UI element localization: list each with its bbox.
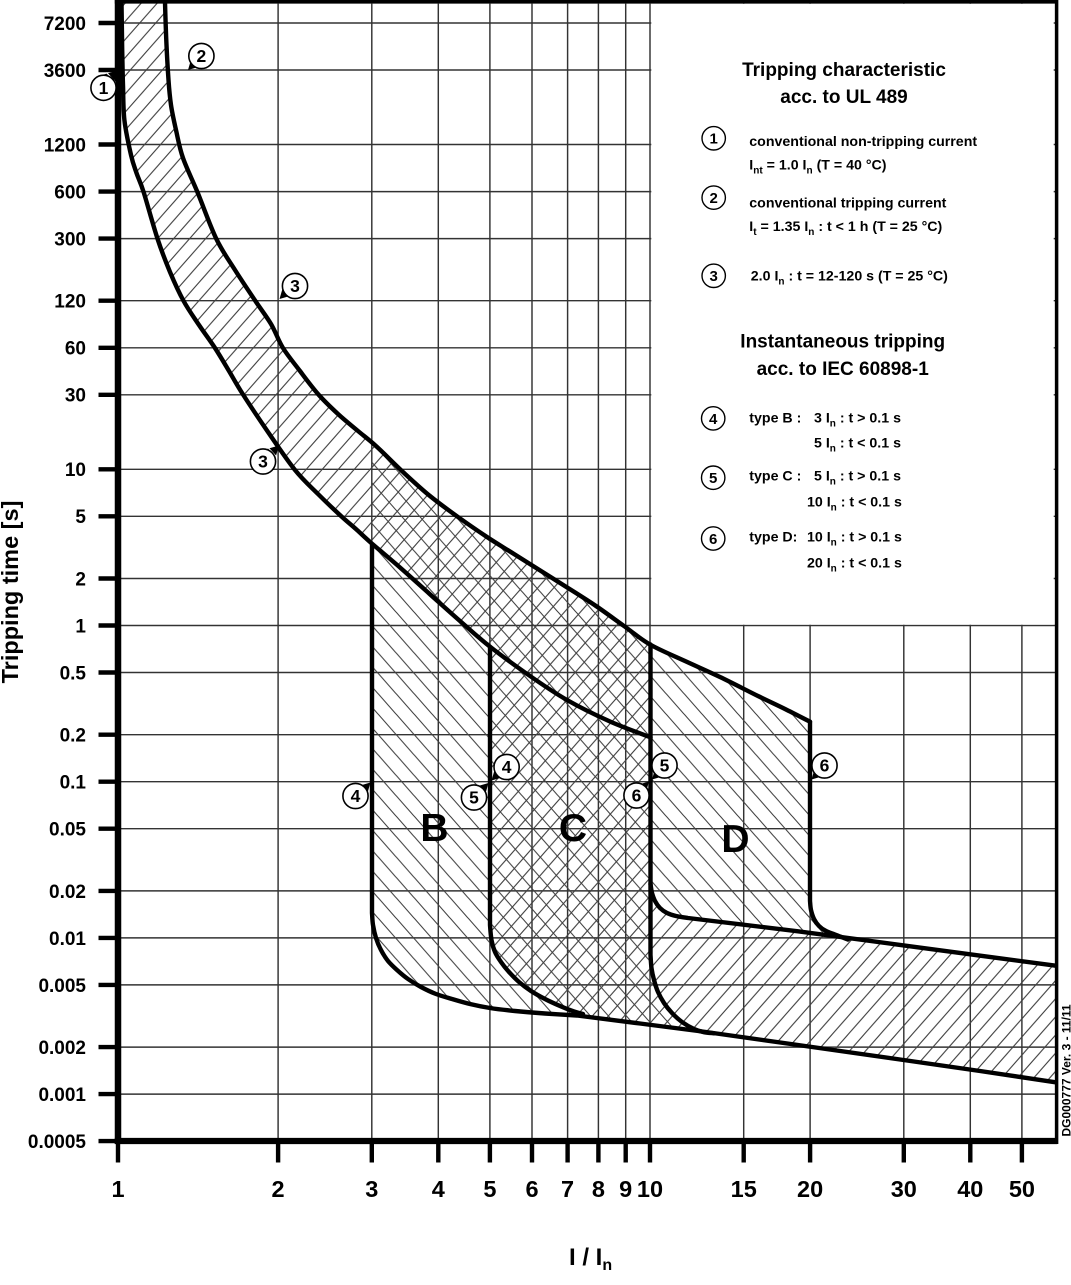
svg-text:Tripping time [s]: Tripping time [s] [0, 501, 23, 684]
svg-text:1200: 1200 [44, 135, 86, 156]
svg-text:3: 3 [290, 276, 300, 296]
svg-text:Tripping characteristic: Tripping characteristic [742, 60, 946, 81]
svg-text:1: 1 [75, 616, 86, 637]
svg-text:5: 5 [709, 470, 717, 487]
svg-text:120: 120 [54, 292, 86, 313]
svg-text:3600: 3600 [44, 61, 86, 82]
svg-text:acc. to UL 489: acc. to UL 489 [780, 87, 907, 108]
svg-text:30: 30 [65, 386, 86, 407]
svg-text:3: 3 [710, 268, 718, 285]
svg-text:5: 5 [660, 756, 670, 776]
svg-text:type D:: type D: [749, 529, 797, 545]
svg-text:0.1: 0.1 [60, 773, 87, 794]
svg-text:D: D [721, 818, 749, 861]
svg-text:300: 300 [54, 230, 86, 251]
svg-text:10: 10 [637, 1176, 663, 1202]
svg-text:0.02: 0.02 [49, 882, 86, 903]
svg-text:acc. to IEC 60898-1: acc. to IEC 60898-1 [757, 359, 930, 380]
svg-text:600: 600 [54, 183, 86, 204]
svg-text:Instantaneous tripping: Instantaneous tripping [740, 332, 945, 353]
svg-text:0.5: 0.5 [60, 663, 87, 684]
svg-text:5 In : t > 0.1 s: 5 In : t > 0.1 s [814, 469, 901, 488]
svg-text:8: 8 [592, 1176, 605, 1202]
svg-text:4: 4 [351, 786, 361, 806]
svg-text:5 In : t < 0.1 s: 5 In : t < 0.1 s [814, 435, 901, 454]
svg-text:15: 15 [731, 1176, 757, 1202]
svg-text:20: 20 [797, 1176, 823, 1202]
svg-text:30: 30 [891, 1176, 917, 1202]
svg-text:2: 2 [75, 569, 86, 590]
svg-text:0.05: 0.05 [49, 820, 86, 841]
svg-text:0.001: 0.001 [38, 1085, 86, 1106]
svg-text:6: 6 [525, 1176, 538, 1202]
svg-text:2: 2 [272, 1176, 285, 1202]
svg-text:10: 10 [65, 460, 86, 481]
svg-text:1: 1 [710, 131, 718, 148]
svg-text:2: 2 [710, 190, 718, 207]
svg-text:4: 4 [709, 411, 718, 428]
svg-text:7200: 7200 [44, 14, 86, 35]
svg-text:3: 3 [365, 1176, 378, 1202]
svg-text:5: 5 [483, 1176, 496, 1202]
svg-text:3: 3 [258, 452, 268, 472]
svg-text:0.0005: 0.0005 [28, 1132, 87, 1153]
svg-text:4: 4 [502, 757, 512, 777]
svg-text:0.2: 0.2 [60, 726, 86, 747]
svg-text:6: 6 [709, 531, 717, 548]
svg-text:0.002: 0.002 [38, 1038, 86, 1059]
svg-text:DG000777 Ver. 3 - 11/11: DG000777 Ver. 3 - 11/11 [1059, 1004, 1071, 1136]
svg-text:2.0 In : t = 12-120 s (T = 25: 2.0 In : t = 12-120 s (T = 25 °C) [751, 269, 948, 288]
svg-text:Int = 1.0 In (T = 40 °C): Int = 1.0 In (T = 40 °C) [749, 158, 886, 177]
svg-text:3 In : t > 0.1 s: 3 In : t > 0.1 s [814, 411, 901, 430]
svg-text:5: 5 [75, 507, 86, 528]
svg-text:1: 1 [99, 78, 109, 98]
svg-text:1: 1 [111, 1176, 124, 1202]
svg-text:C: C [559, 807, 587, 850]
svg-text:40: 40 [957, 1176, 983, 1202]
svg-text:0.01: 0.01 [49, 929, 86, 950]
svg-text:type C :: type C : [749, 469, 801, 485]
svg-text:4: 4 [432, 1176, 445, 1202]
svg-text:type B :: type B : [749, 411, 801, 427]
svg-text:conventional non-tripping curr: conventional non-tripping current [749, 134, 977, 150]
svg-text:60: 60 [65, 339, 86, 360]
svg-text:6: 6 [820, 756, 830, 776]
svg-text:9: 9 [619, 1176, 632, 1202]
svg-text:It = 1.35 In : t < 1 h (T =: It = 1.35 In : t < 1 h (T = 25 °C) [749, 219, 942, 238]
svg-text:6: 6 [632, 786, 642, 806]
svg-text:0.005: 0.005 [38, 976, 86, 997]
svg-text:50: 50 [1009, 1176, 1035, 1202]
svg-text:2: 2 [197, 46, 207, 66]
svg-text:7: 7 [561, 1176, 574, 1202]
svg-text:conventional tripping current: conventional tripping current [749, 196, 946, 212]
svg-text:5: 5 [469, 788, 479, 808]
svg-text:B: B [420, 807, 448, 850]
